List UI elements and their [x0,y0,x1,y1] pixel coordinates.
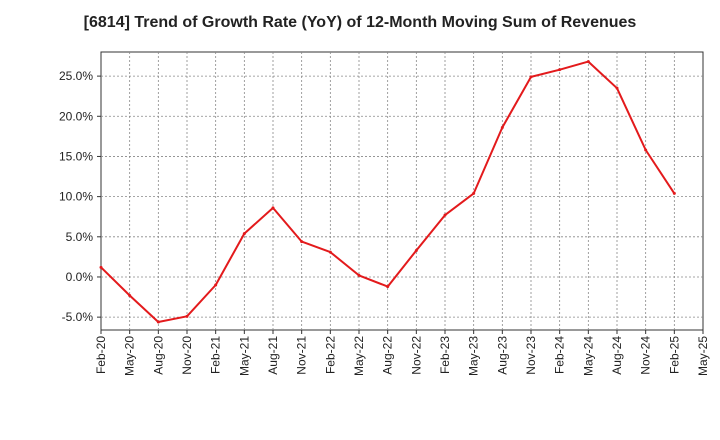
x-tick-label: Nov-24 [639,336,653,375]
data-point [672,191,676,195]
y-tick-label: 0.0% [66,270,94,284]
plot-area [100,51,704,331]
data-point [586,60,590,64]
x-tick-label: Feb-23 [438,336,452,374]
x-tick-label: May-23 [467,336,481,376]
data-point [300,240,304,244]
data-point [644,148,648,152]
x-tick-label: Aug-22 [381,336,395,375]
x-tick-label: Aug-21 [266,336,280,375]
x-tick-label: Aug-24 [610,336,624,375]
data-point [558,68,562,72]
data-point [472,191,476,195]
x-tick-label: Feb-25 [667,336,681,374]
x-tick-label: May-22 [352,336,366,376]
data-point [185,314,189,318]
data-point [414,248,418,252]
x-tick-label: Feb-22 [323,336,337,374]
data-point [156,320,160,324]
data-point [615,86,619,90]
y-tick-label: 10.0% [59,190,93,204]
data-point [443,213,447,217]
data-point [271,206,275,210]
axis-ticks: Feb-20 May-20 Aug-20 Nov-20 Feb-21 May-21 Aug-… [59,69,710,376]
x-tick-label: May-24 [581,336,595,376]
chart-title: [6814] Trend of Growth Rate (YoY) of 12-… [83,14,637,31]
x-tick-label: May-25 [696,336,710,376]
data-point [357,273,361,277]
x-tick-label: Feb-21 [209,336,223,374]
x-tick-label: Nov-20 [180,336,194,375]
x-tick-label: Feb-24 [553,336,567,374]
y-tick-label: 5.0% [66,230,94,244]
data-point [99,265,103,269]
y-tick-label: 15.0% [59,149,93,163]
x-tick-label: Nov-21 [295,336,309,375]
x-tick-label: Aug-23 [495,336,509,375]
y-tick-label: 20.0% [59,109,93,123]
x-tick-label: May-21 [237,336,251,376]
x-tick-label: May-20 [123,336,137,376]
data-point [386,285,390,289]
y-tick-label: 25.0% [59,69,93,83]
data-point [328,250,332,254]
x-tick-label: Aug-20 [151,336,165,375]
data-point [128,293,132,297]
data-point [214,283,218,287]
data-point [500,126,504,130]
data-point [242,232,246,236]
x-tick-label: Feb-20 [94,336,108,374]
series-layer [99,60,676,324]
data-point [529,75,533,79]
x-tick-label: Nov-23 [524,336,538,375]
y-tick-label: -5.0% [62,310,94,324]
x-tick-label: Nov-22 [409,336,423,375]
